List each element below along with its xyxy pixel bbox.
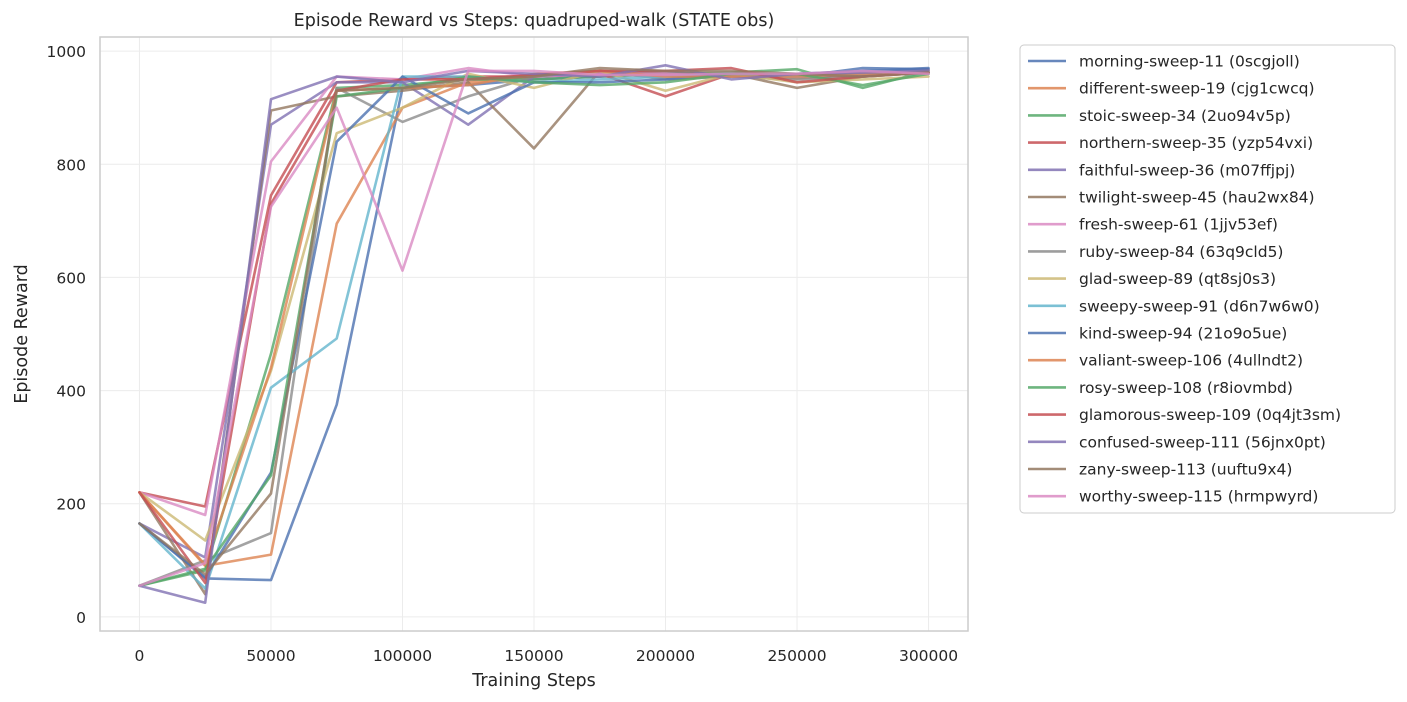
y-tick-label: 0	[76, 609, 86, 627]
x-tick-label: 50000	[246, 647, 295, 665]
legend-label: northern-sweep-35 (yzp54vxi)	[1079, 134, 1313, 152]
x-tick-label: 250000	[767, 647, 826, 665]
x-tick-label: 0	[135, 647, 145, 665]
legend-label: kind-sweep-94 (21o9o5ue)	[1079, 325, 1287, 343]
y-axis-label: Episode Reward	[12, 264, 32, 403]
legend-label: sweepy-sweep-91 (d6n7w6w0)	[1079, 297, 1320, 315]
legend-label: zany-sweep-113 (uuftu9x4)	[1079, 461, 1292, 479]
y-tick-label: 1000	[47, 43, 86, 61]
legend-label: fresh-sweep-61 (1jjv53ef)	[1079, 216, 1278, 234]
legend-frame	[1019, 44, 1396, 514]
legend-item: twilight-sweep-45 (hau2wx84)	[1028, 189, 1315, 207]
grid	[100, 37, 968, 631]
legend-label: glad-sweep-89 (qt8sj0s3)	[1079, 270, 1276, 288]
legend-label: worthy-sweep-115 (hrmpwyrd)	[1079, 488, 1318, 506]
series-line	[138, 69, 930, 588]
y-tick-label: 200	[56, 496, 86, 514]
legend-item: glad-sweep-89 (qt8sj0s3)	[1028, 270, 1276, 288]
legend-item: worthy-sweep-115 (hrmpwyrd)	[1028, 488, 1318, 506]
x-tick-label: 200000	[636, 647, 695, 665]
legend-label: glamorous-sweep-109 (0q4jt3sm)	[1079, 406, 1341, 424]
legend-item: valiant-sweep-106 (4ullndt2)	[1028, 352, 1303, 370]
series-lines	[138, 64, 930, 605]
legend-item: zany-sweep-113 (uuftu9x4)	[1028, 461, 1292, 479]
y-tick-label: 800	[56, 156, 86, 174]
legend-item: faithful-sweep-36 (m07ffjpj)	[1028, 161, 1295, 179]
legend-item: fresh-sweep-61 (1jjv53ef)	[1028, 216, 1278, 234]
legend-item: ruby-sweep-84 (63q9cld5)	[1028, 243, 1283, 261]
chart-title: Episode Reward vs Steps: quadruped-walk …	[294, 11, 775, 31]
legend-label: twilight-sweep-45 (hau2wx84)	[1079, 189, 1315, 207]
legend-item: morning-sweep-11 (0scgjoll)	[1028, 53, 1300, 71]
y-tick-label: 400	[56, 383, 86, 401]
legend-label: stoic-sweep-34 (2uo94v5p)	[1079, 107, 1291, 125]
legend: morning-sweep-11 (0scgjoll) different-swe…	[1019, 44, 1396, 514]
legend-label: rosy-sweep-108 (r8iovmbd)	[1079, 379, 1293, 397]
series-line	[138, 67, 930, 588]
x-tick-label: 100000	[373, 647, 432, 665]
series-line	[138, 69, 930, 596]
legend-item: stoic-sweep-34 (2uo94v5p)	[1028, 107, 1291, 125]
x-tick-label: 150000	[504, 647, 563, 665]
x-tick-labels: 0 50000 100000 150000 200000 250000 300000	[135, 647, 959, 665]
y-tick-labels: 0 200 400 600 800 1000	[47, 43, 86, 627]
legend-item: kind-sweep-94 (21o9o5ue)	[1028, 325, 1287, 343]
legend-label: morning-sweep-11 (0scgjoll)	[1079, 53, 1300, 71]
legend-item: sweepy-sweep-91 (d6n7w6w0)	[1028, 297, 1320, 315]
legend-label: ruby-sweep-84 (63q9cld5)	[1079, 243, 1283, 261]
legend-item: different-sweep-19 (cjg1cwcq)	[1028, 80, 1315, 98]
legend-label: faithful-sweep-36 (m07ffjpj)	[1079, 161, 1295, 179]
legend-item: glamorous-sweep-109 (0q4jt3sm)	[1028, 406, 1341, 424]
legend-item: confused-sweep-111 (56jnx0pt)	[1028, 433, 1326, 451]
legend-item: northern-sweep-35 (yzp54vxi)	[1028, 134, 1313, 152]
x-tick-label: 300000	[899, 647, 958, 665]
legend-label: confused-sweep-111 (56jnx0pt)	[1079, 433, 1326, 451]
plot-frame	[99, 36, 969, 632]
y-tick-label: 600	[56, 269, 86, 287]
legend-label: different-sweep-19 (cjg1cwcq)	[1079, 80, 1315, 98]
legend-label: valiant-sweep-106 (4ullndt2)	[1079, 352, 1303, 370]
legend-item: rosy-sweep-108 (r8iovmbd)	[1028, 379, 1293, 397]
x-axis-label: Training Steps	[471, 671, 596, 691]
